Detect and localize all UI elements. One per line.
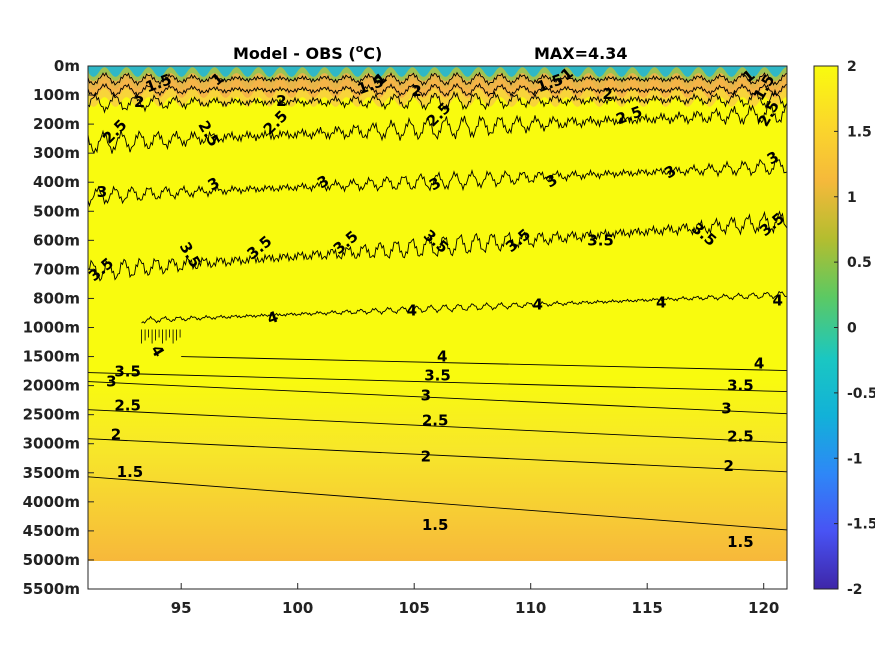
x-tick-label: 105 bbox=[399, 599, 430, 617]
contour-label: 3 bbox=[721, 400, 731, 418]
contour-line-3-5 bbox=[88, 210, 787, 282]
contour-line-2-5 bbox=[88, 102, 787, 155]
x-tick-label: 115 bbox=[632, 599, 663, 617]
contour-line-2 bbox=[88, 438, 787, 473]
y-tick-label: 300m bbox=[33, 144, 80, 162]
colorbar-tick-label: -1.5 bbox=[847, 517, 875, 533]
y-tick-label: 3500m bbox=[23, 464, 80, 482]
colorbar-tick-label: 0 bbox=[847, 321, 857, 337]
contour-line-1-5 bbox=[88, 82, 787, 98]
colorbar-tick-label: -1 bbox=[847, 451, 863, 467]
contour-line-3 bbox=[88, 381, 787, 415]
y-tick-label: 700m bbox=[33, 260, 80, 278]
contour-label: 3 bbox=[106, 373, 116, 391]
colorbar-ticks: 2 1.5 1 0.5 0 -0.5 -1 -1.5 -2 bbox=[834, 59, 875, 598]
contour-line-3-5 bbox=[88, 372, 787, 393]
contour-label: 2 bbox=[111, 426, 121, 444]
contour-line-4 bbox=[141, 290, 787, 324]
x-axis-ticks: 95 100 105 110 115 120 bbox=[171, 583, 779, 617]
y-tick-label: 1000m bbox=[23, 319, 80, 337]
y-tick-label: 3000m bbox=[23, 435, 80, 453]
contour-lines bbox=[88, 71, 787, 531]
contour-label: 3 bbox=[97, 183, 107, 201]
colorbar-tick-label: 1 bbox=[847, 190, 857, 206]
contour-label: 3.5 bbox=[114, 363, 141, 381]
contour-label: 4 bbox=[754, 355, 764, 373]
contour-label: 2.5 bbox=[422, 412, 449, 430]
contour-label: 2 bbox=[134, 93, 144, 111]
y-tick-label: 2500m bbox=[23, 406, 80, 424]
y-axis-ticks: 0m 100m 200m 300m 400m 500m 600m 700m 800m 1000m 1… bbox=[23, 57, 94, 598]
contour-label: 3.5 bbox=[587, 231, 614, 249]
x-tick-label: 95 bbox=[171, 599, 192, 617]
y-tick-label: 4500m bbox=[23, 522, 80, 540]
contour-label: 1.5 bbox=[727, 533, 754, 551]
contour-label: 4 bbox=[772, 291, 782, 309]
contour-label: 1.5 bbox=[117, 463, 144, 481]
y-tick-label: 5500m bbox=[23, 580, 80, 598]
shallow-band bbox=[88, 66, 787, 77]
x-tick-label: 110 bbox=[515, 599, 546, 617]
contour-label: 4 bbox=[656, 293, 666, 311]
x-tick-label: 100 bbox=[282, 599, 313, 617]
contour-spikes bbox=[141, 329, 181, 344]
y-tick-label: 800m bbox=[33, 289, 80, 307]
y-tick-label: 5000m bbox=[23, 551, 80, 569]
contour-label: 2.5 bbox=[727, 428, 754, 446]
contour-line-3 bbox=[88, 158, 787, 208]
colorbar-tick-label: 0.5 bbox=[847, 255, 872, 271]
x-tick-label: 120 bbox=[748, 599, 779, 617]
contour-label: 2 bbox=[276, 92, 286, 110]
contour-label: 4 bbox=[437, 348, 447, 366]
y-tick-label: 400m bbox=[33, 173, 80, 191]
colorbar-tick-label: -0.5 bbox=[847, 386, 875, 402]
contour-label: 2 bbox=[421, 448, 431, 466]
contour-line-2 bbox=[88, 88, 787, 114]
colorbar-tick-label: -2 bbox=[847, 582, 863, 598]
title-left: Model - OBS (oC) bbox=[233, 42, 382, 63]
contour-label: 1.5 bbox=[422, 516, 449, 534]
title-right: MAX=4.34 bbox=[534, 44, 628, 63]
y-tick-label: 0m bbox=[54, 57, 80, 75]
y-tick-label: 600m bbox=[33, 231, 80, 249]
y-tick-label: 200m bbox=[33, 115, 80, 133]
temperature-field bbox=[88, 66, 787, 561]
contour-label: 2 bbox=[602, 85, 612, 103]
contour-label: 2 bbox=[724, 457, 734, 475]
y-tick-label: 500m bbox=[33, 202, 80, 220]
contour-line-2-5 bbox=[88, 409, 787, 444]
y-tick-label: 1500m bbox=[23, 348, 80, 366]
y-tick-label: 2000m bbox=[23, 377, 80, 395]
contour-label: 2 bbox=[411, 82, 421, 100]
contour-label: 3 bbox=[421, 387, 431, 405]
contour-label: 3.5 bbox=[727, 377, 754, 395]
y-tick-label: 100m bbox=[33, 86, 80, 104]
colorbar-tick-label: 2 bbox=[847, 59, 857, 75]
contour-line-1 bbox=[88, 71, 787, 87]
y-tick-label: 4000m bbox=[23, 493, 80, 511]
contour-line-1-5 bbox=[88, 476, 787, 531]
contour-label: 3.5 bbox=[424, 367, 451, 385]
contour-label: 4 bbox=[407, 302, 417, 320]
contour-line-4 bbox=[181, 356, 787, 372]
colorbar-tick-label: 1.5 bbox=[847, 124, 872, 140]
contour-label: 4 bbox=[532, 295, 542, 313]
contour-label: 2.5 bbox=[114, 397, 141, 415]
